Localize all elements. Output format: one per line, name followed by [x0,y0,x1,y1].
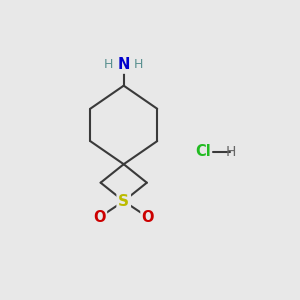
Text: O: O [93,210,106,225]
Text: N: N [118,57,130,72]
Text: H: H [104,58,113,71]
Text: H: H [226,145,236,158]
Text: S: S [118,194,129,209]
Text: H: H [134,58,143,71]
Text: Cl: Cl [196,144,211,159]
Text: O: O [142,210,154,225]
